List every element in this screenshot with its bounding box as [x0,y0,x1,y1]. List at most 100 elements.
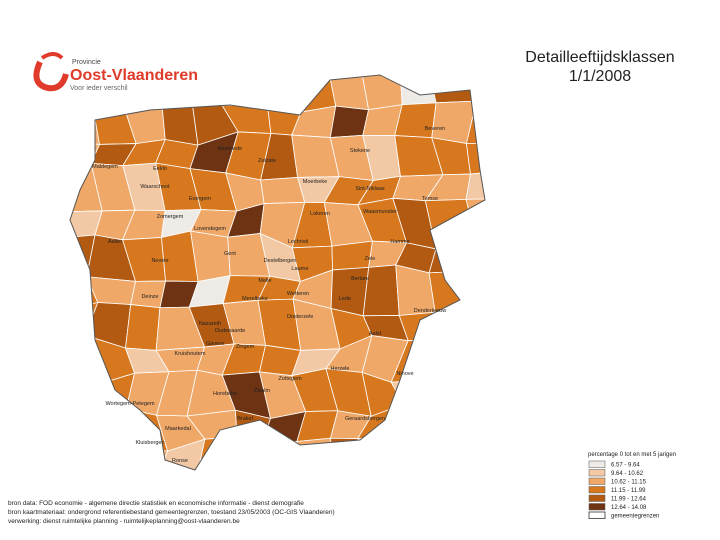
municipality-label: Moerbeke [303,179,327,185]
municipality-label: Nevele [151,258,168,264]
logo-name: Oost-Vlaanderen [70,67,198,84]
municipality [125,304,161,351]
municipality [458,402,485,449]
municipality [357,437,403,470]
municipality-label: Eeklo [153,166,167,172]
municipality [260,177,306,204]
logo-tagline: Voor ieder verschil [70,85,128,92]
municipality [429,75,478,104]
source-line: verwerking: dienst ruimtelijke planning … [8,518,240,525]
municipality-label: Evergem [189,196,211,202]
legend-swatch [588,460,606,468]
legend-swatch [588,511,606,519]
municipality-label: Aalst [369,331,382,337]
municipality [391,403,442,446]
municipality [360,75,403,111]
legend-label: 11.15 - 11.99 [611,488,646,494]
municipality-label: Wetteren [287,291,309,297]
source-line: bron data: FOD economie - algemene direc… [8,500,304,507]
municipality [464,269,485,316]
municipality-label: Maarkedal [165,426,191,432]
municipality [70,383,98,409]
legend-label: 11.99 - 12.64 [611,497,647,503]
municipality [84,407,135,449]
municipality-label: Oudenaarde [215,328,246,334]
municipality-label: Lochristi [288,239,308,245]
municipality [465,198,485,248]
municipality-label: Maldegem [92,164,118,170]
logo-top: Provincie [72,59,101,66]
municipality [329,105,370,138]
municipality [460,335,485,383]
municipality [84,302,132,349]
municipality [362,264,400,317]
legend-label: 10.62 - 11.15 [611,480,647,486]
municipality [70,98,101,145]
municipality-label: Assenede [218,146,242,152]
municipality-label: Oosterzele [287,314,314,320]
municipality [468,380,485,408]
logo: Provincie Oost-Vlaanderen Voor ieder ver… [33,52,198,92]
municipality [431,444,469,470]
municipality-label: Temse [422,196,438,202]
municipality [431,406,478,449]
municipality [399,75,437,106]
municipality [191,75,236,106]
logo-mark [40,52,64,60]
municipality-label: Hamme [390,239,409,245]
legend-swatch [588,494,606,502]
legend-title: percentage 0 tot en met 5 jarigen [588,452,676,458]
municipality-label: Waasmunster [363,209,397,215]
legend-label: gemeentegrenzen [611,514,659,520]
municipality-label: Horebeke [213,391,237,397]
municipality [70,141,101,165]
municipality [70,334,98,386]
municipality-label: Nazareth [199,321,221,327]
municipality [465,142,485,175]
municipality-label: Wortegem-Petegem [105,401,155,407]
subtitle: 1/1/2008 [569,68,631,85]
municipality-label: Zingem [236,344,255,350]
municipality-label: Herzele [331,366,350,372]
municipality-label: Gent [224,251,236,257]
municipality-label: Zomergem [157,214,184,220]
municipality [229,436,264,470]
municipality [91,446,135,470]
municipality [330,437,370,470]
municipality-label: Kruishoutem [175,351,206,357]
municipality [394,102,437,139]
municipality [70,234,96,282]
legend-swatch [588,477,606,485]
municipality-label: Gavere [206,341,224,347]
municipality-label: Zwalm [254,388,271,394]
title: Detailleeftijdsklassen [525,49,674,66]
sources: bron data: FOD economie - algemene direc… [8,500,335,525]
municipality [330,266,370,317]
municipality [391,437,438,470]
municipality [119,447,169,470]
municipality-label: Waarschoot [140,184,170,190]
municipality-label: Berlare [351,276,369,282]
municipality [70,406,102,448]
legend-swatch [588,503,606,511]
municipality [70,446,102,470]
municipality-label: Destelbergen [264,258,297,264]
municipality [291,105,337,138]
municipality [259,75,302,113]
municipality [290,75,337,113]
municipality-label: Lede [339,296,351,302]
legend-label: 12.64 - 14.08 [611,505,647,511]
municipality-label: Brakel [237,416,253,422]
municipality-label: Denderleeuw [414,308,446,314]
municipality-label: Beveren [425,126,446,132]
municipality-label: Stekene [350,148,370,154]
municipality [70,301,99,336]
source-line: bron kaartmateriaal: ondergrond referent… [8,509,335,516]
municipality [261,441,306,470]
municipality-label: Geraardsbergen [345,416,385,422]
municipality-label: Aalter [108,239,123,245]
legend: percentage 0 tot en met 5 jarigen 6.57 -… [588,452,676,520]
municipality-label: Ronse [172,458,188,464]
municipality [464,240,485,272]
